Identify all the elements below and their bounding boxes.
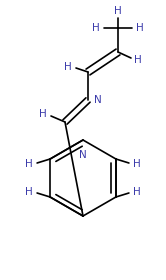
Text: H: H xyxy=(25,187,33,197)
Text: H: H xyxy=(39,109,47,119)
Text: H: H xyxy=(64,62,72,72)
Text: H: H xyxy=(92,23,100,33)
Text: H: H xyxy=(25,159,33,169)
Text: N: N xyxy=(94,95,102,105)
Text: H: H xyxy=(134,55,142,65)
Text: H: H xyxy=(133,187,141,197)
Text: H: H xyxy=(114,6,122,16)
Text: H: H xyxy=(136,23,144,33)
Text: N: N xyxy=(79,150,87,160)
Text: H: H xyxy=(133,159,141,169)
